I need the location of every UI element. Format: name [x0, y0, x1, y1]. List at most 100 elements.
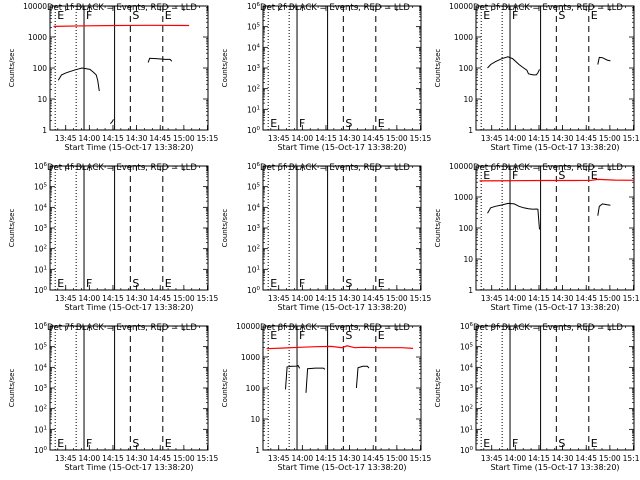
y-tick-label: 102 — [460, 405, 473, 414]
x-tick-label: 13:45 — [55, 134, 77, 143]
x-tick-label: 13:45 — [268, 454, 290, 463]
y-tick-label: 1 — [468, 286, 473, 295]
panel-title: Det 4f BLACK = Events, RED = LLD — [47, 163, 197, 173]
events-series-line — [147, 57, 173, 63]
x-tick-label: 14:15 — [528, 454, 550, 463]
marker-label: F — [86, 277, 92, 290]
panel-det4f: Det 4f BLACK = Events, RED = LLD 100 101 10… — [8, 162, 219, 312]
marker-label: E — [591, 9, 598, 22]
x-tick-label: 14:45 — [362, 294, 384, 303]
marker-label: S — [558, 9, 565, 22]
panel-title: Det 9f BLACK = Events, RED = LLD — [473, 323, 623, 333]
y-tick-label: 1 — [255, 446, 260, 455]
y-axis-label: Counts/sec — [221, 49, 229, 88]
y-axis-label: Counts/sec — [8, 49, 16, 88]
y-tick-label: 104 — [247, 203, 261, 212]
x-tick-label: 15:15 — [623, 454, 640, 463]
y-tick-label: 1000 — [454, 193, 473, 202]
x-tick-label: 14:00 — [79, 134, 101, 143]
marker-label: F — [512, 9, 518, 22]
y-tick-label: 100 — [34, 446, 48, 455]
lld-series-line — [53, 24, 190, 27]
x-tick-label: 14:30 — [552, 294, 574, 303]
y-tick-label: 105 — [247, 23, 261, 32]
x-tick-label: 14:15 — [315, 294, 337, 303]
marker-label: E — [165, 437, 172, 450]
panel-det7f: Det 7f BLACK = Events, RED = LLD 100 101 10… — [8, 322, 219, 472]
marker-label: E — [165, 277, 172, 290]
plot-frame — [262, 5, 422, 131]
y-tick-label: 102 — [247, 85, 260, 94]
marker-label: E — [270, 329, 277, 342]
y-tick-label: 100 — [33, 64, 48, 73]
y-tick-label: 100 — [459, 64, 474, 73]
x-tick-label: 14:15 — [315, 454, 337, 463]
x-tick-label: 13:45 — [481, 294, 503, 303]
events-series-line — [597, 56, 611, 65]
x-tick-label: 14:45 — [362, 134, 384, 143]
y-axis-label: Counts/sec — [434, 369, 442, 408]
panel-title: Det 1f BLACK = Events, RED = LLD — [47, 3, 197, 13]
marker-label: E — [591, 437, 598, 450]
x-tick-label: 15:15 — [410, 294, 432, 303]
panel-det6f: Det 6f BLACK = Events, RED = LLD 1 10 100 10… — [434, 162, 640, 312]
x-tick-label: 13:45 — [481, 454, 503, 463]
y-tick-label: 103 — [460, 384, 474, 393]
x-tick-label: 15:00 — [599, 454, 621, 463]
y-tick-label: 1000 — [241, 353, 260, 362]
y-tick-label: 100 — [246, 384, 261, 393]
y-tick-label: 101 — [247, 265, 260, 274]
y-tick-label: 103 — [247, 224, 261, 233]
x-axis-label: Start Time (15-Oct-17 13:38:20) — [490, 463, 619, 472]
y-tick-label: 101 — [460, 425, 473, 434]
events-series-line — [597, 203, 611, 216]
y-tick-label: 102 — [34, 405, 47, 414]
marker-label: F — [86, 437, 92, 450]
x-tick-label: 14:45 — [575, 294, 597, 303]
y-tick-label: 10 — [463, 255, 473, 264]
marker-label: E — [378, 277, 385, 290]
panel-det8f: Det 8f BLACK = Events, RED = LLD 1 10 100 10… — [221, 322, 432, 472]
x-axis-label: Start Time (15-Oct-17 13:38:20) — [64, 143, 193, 152]
panel-title: Det 2f BLACK = Events, RED = LLD — [260, 3, 410, 13]
events-series-line — [285, 364, 301, 390]
x-tick-label: 14:30 — [552, 134, 574, 143]
events-series-line — [487, 56, 540, 76]
y-tick-label: 100 — [34, 286, 48, 295]
y-tick-label: 1000 — [28, 33, 47, 42]
x-tick-label: 15:15 — [197, 134, 219, 143]
x-tick-label: 14:45 — [575, 134, 597, 143]
x-axis-label: Start Time (15-Oct-17 13:38:20) — [64, 303, 193, 312]
marker-label: E — [270, 277, 277, 290]
y-tick-label: 101 — [34, 265, 47, 274]
x-tick-label: 14:30 — [552, 454, 574, 463]
marker-label: F — [86, 9, 92, 22]
plot-frame — [49, 325, 209, 451]
panel-title: Det 6f BLACK = Events, RED = LLD — [473, 163, 623, 173]
y-tick-label: 10 — [250, 415, 260, 424]
x-tick-label: 14:15 — [528, 134, 550, 143]
lld-series-line — [266, 345, 414, 350]
y-tick-label: 105 — [247, 183, 261, 192]
x-tick-label: 14:45 — [575, 454, 597, 463]
y-axis-label: Counts/sec — [221, 369, 229, 408]
marker-label: E — [165, 9, 172, 22]
plot-frame — [49, 5, 209, 131]
marker-label: S — [558, 437, 565, 450]
plot-frame — [49, 165, 209, 291]
y-tick-label: 10000 — [449, 162, 473, 171]
marker-label: E — [378, 329, 385, 342]
panel-det9f: Det 9f BLACK = Events, RED = LLD 100 101 10… — [434, 322, 640, 472]
y-axis-label: Counts/sec — [8, 369, 16, 408]
lld-series-line — [479, 178, 635, 182]
marker-label: E — [57, 9, 64, 22]
y-tick-label: 105 — [34, 183, 48, 192]
x-tick-label: 14:30 — [339, 454, 361, 463]
marker-label: E — [483, 437, 490, 450]
y-axis-label: Counts/sec — [221, 209, 229, 248]
y-tick-label: 101 — [34, 425, 47, 434]
y-tick-label: 10000 — [449, 2, 473, 11]
panel-det1f: Det 1f BLACK = Events, RED = LLD 1 10 100 10… — [8, 2, 219, 152]
x-tick-label: 15:00 — [599, 294, 621, 303]
